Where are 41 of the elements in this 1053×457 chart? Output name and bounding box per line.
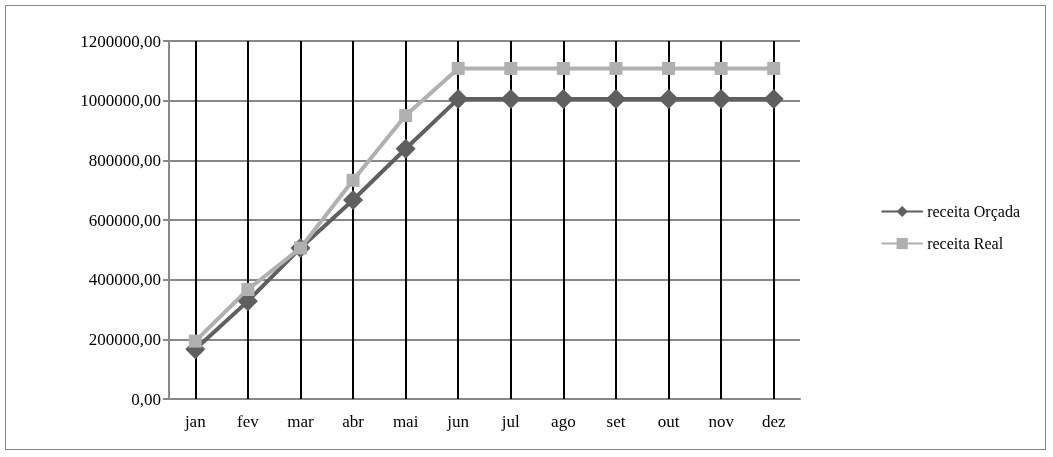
x-tick-label: jun [446, 412, 470, 431]
point [609, 61, 623, 75]
y-tick-label: 1200000,00 [80, 31, 161, 51]
point [343, 190, 364, 211]
point [711, 88, 732, 109]
x-tick-label: mai [392, 412, 419, 431]
y-tick-label: 600000,00 [88, 210, 161, 230]
point [346, 173, 360, 187]
point [241, 283, 255, 297]
point [188, 334, 202, 348]
legend-label: receita Orçada [927, 203, 1020, 221]
legend-label: receita Real [927, 235, 1004, 252]
point [500, 88, 521, 109]
point [714, 61, 728, 75]
x-tick-label: set [606, 412, 626, 431]
x-tick-label: abr [342, 412, 365, 431]
point [448, 88, 469, 109]
y-tick-label: 400000,00 [88, 270, 161, 290]
x-tick-label: out [657, 412, 680, 431]
point [553, 88, 574, 109]
point [767, 61, 781, 75]
point [395, 138, 416, 159]
x-tick-label: fev [237, 412, 260, 431]
point [504, 61, 518, 75]
x-tick-label: jan [183, 412, 207, 431]
point [399, 109, 413, 123]
point [451, 61, 465, 75]
y-tick-label: 800000,00 [88, 150, 161, 170]
point [662, 61, 676, 75]
point [556, 61, 570, 75]
x-tick-label: nov [708, 412, 735, 431]
point [605, 88, 626, 109]
y-tick-label: 1000000,00 [80, 91, 161, 111]
x-tick-label: ago [551, 412, 576, 431]
point [658, 88, 679, 109]
x-tick-label: mar [287, 412, 315, 431]
x-tick-label: dez [761, 412, 786, 431]
point [763, 88, 784, 109]
x-tick-label: jul [500, 412, 521, 431]
y-tick-label: 0,00 [131, 389, 161, 409]
y-tick-label: 200000,00 [88, 329, 161, 349]
